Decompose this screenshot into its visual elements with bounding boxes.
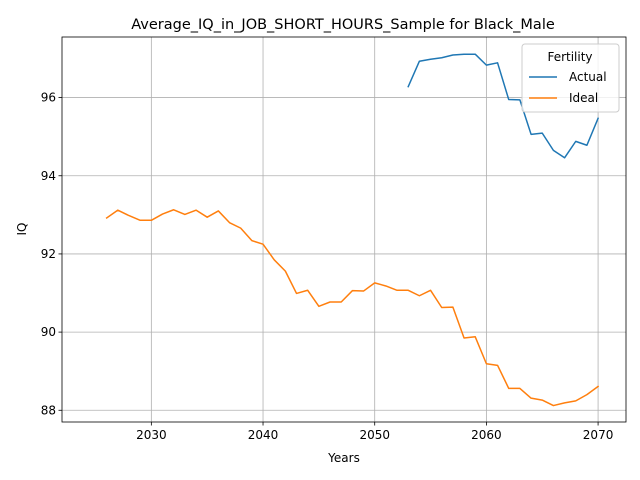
series-line-ideal (105, 209, 600, 407)
x-tick-label: 2030 (136, 428, 167, 442)
legend-entry-ideal: Ideal (569, 91, 598, 105)
y-tick-label: 92 (41, 247, 56, 261)
x-tick-label: 2070 (583, 428, 614, 442)
chart-title: Average_IQ_in_JOB_SHORT_HOURS_Sample for… (131, 17, 555, 33)
plot-frame (61, 36, 627, 423)
legend-entry-actual: Actual (569, 70, 607, 84)
x-tick-label: 2050 (359, 428, 390, 442)
y-tick-label: 94 (41, 169, 56, 183)
x-axis-label: Years (327, 451, 360, 465)
y-tick-label: 96 (41, 91, 56, 105)
y-axis: 88 90 92 94 96 (41, 91, 62, 417)
y-tick-label: 90 (41, 325, 56, 339)
series-lines (105, 53, 600, 407)
y-axis-label: IQ (15, 223, 29, 236)
legend-box (521, 43, 620, 113)
x-tick-label: 2040 (248, 428, 279, 442)
y-tick-label: 88 (41, 403, 56, 417)
x-tick-label: 2060 (471, 428, 502, 442)
series-line-actual (407, 53, 600, 159)
x-axis: 2030 2040 2050 2060 2070 (136, 422, 613, 442)
legend-title: Fertility (547, 50, 592, 64)
legend: Fertility Actual Ideal (521, 43, 620, 113)
